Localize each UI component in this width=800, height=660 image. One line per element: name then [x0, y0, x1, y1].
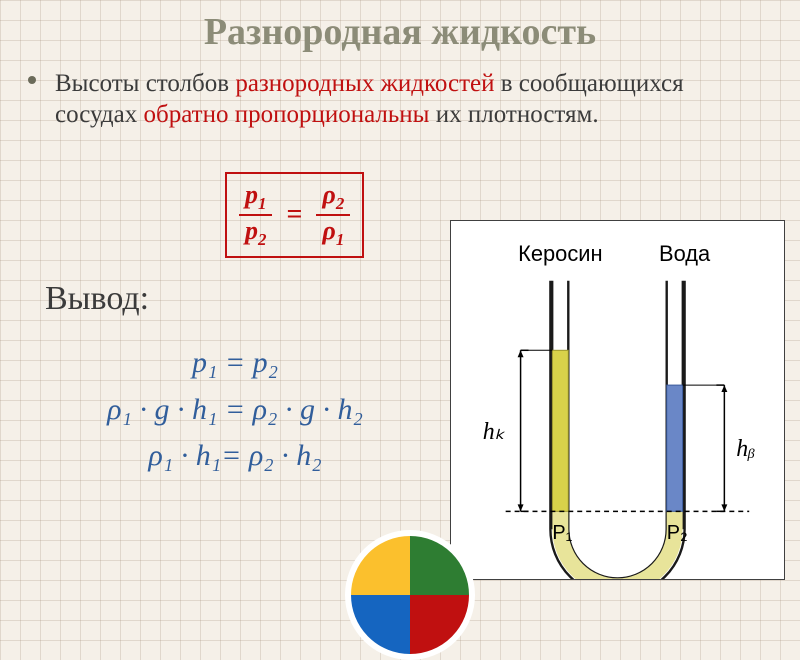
liquids	[552, 350, 682, 579]
h-label-left: hₖ	[483, 419, 506, 445]
height-bracket-right	[683, 385, 728, 511]
stmt-p1: Высоты столбов	[55, 70, 235, 97]
derivation-block: p₁ = p₂ ρ₁ · g · h₁ = ρ₂ · g · h₂ ρ₁ · h…	[30, 340, 440, 480]
conclusion-label: Вывод:	[45, 280, 149, 318]
label-kerosene: Керосин	[518, 241, 602, 266]
statement-text: Высоты столбов разнородных жидкостей в с…	[0, 54, 800, 131]
main-formula: p1 p2 = ρ2 ρ1	[225, 172, 364, 258]
frac-right: ρ2 ρ1	[316, 180, 350, 250]
u-tube-svg: Керосин Вода hₖ hᵦ P₁ P₂	[451, 221, 784, 579]
corner-decoration-icon	[345, 530, 475, 660]
height-bracket-left	[518, 350, 553, 511]
derivation-line-3: ρ₁ · h₁= ρ₂ · h₂	[30, 433, 440, 480]
stmt-red1: разнородных жидкостей	[235, 70, 494, 97]
stmt-red2: обратно пропорциональны	[143, 101, 429, 128]
equals-sign: =	[276, 199, 312, 230]
pressure-label-left: P₁	[552, 522, 572, 544]
slide-title: Разнородная жидкость	[0, 0, 800, 54]
derivation-line-1: p₁ = p₂	[30, 340, 440, 387]
pressure-label-right: P₂	[667, 522, 688, 544]
u-tube-diagram: Керосин Вода hₖ hᵦ P₁ P₂	[450, 220, 785, 580]
stmt-p3: их плотностям.	[429, 101, 598, 128]
derivation-line-2: ρ₁ · g · h₁ = ρ₂ · g · h₂	[30, 387, 440, 434]
label-water: Вода	[659, 241, 711, 266]
bullet-icon	[28, 76, 36, 84]
frac-left: p1 p2	[239, 180, 272, 250]
h-label-right: hᵦ	[736, 436, 755, 462]
